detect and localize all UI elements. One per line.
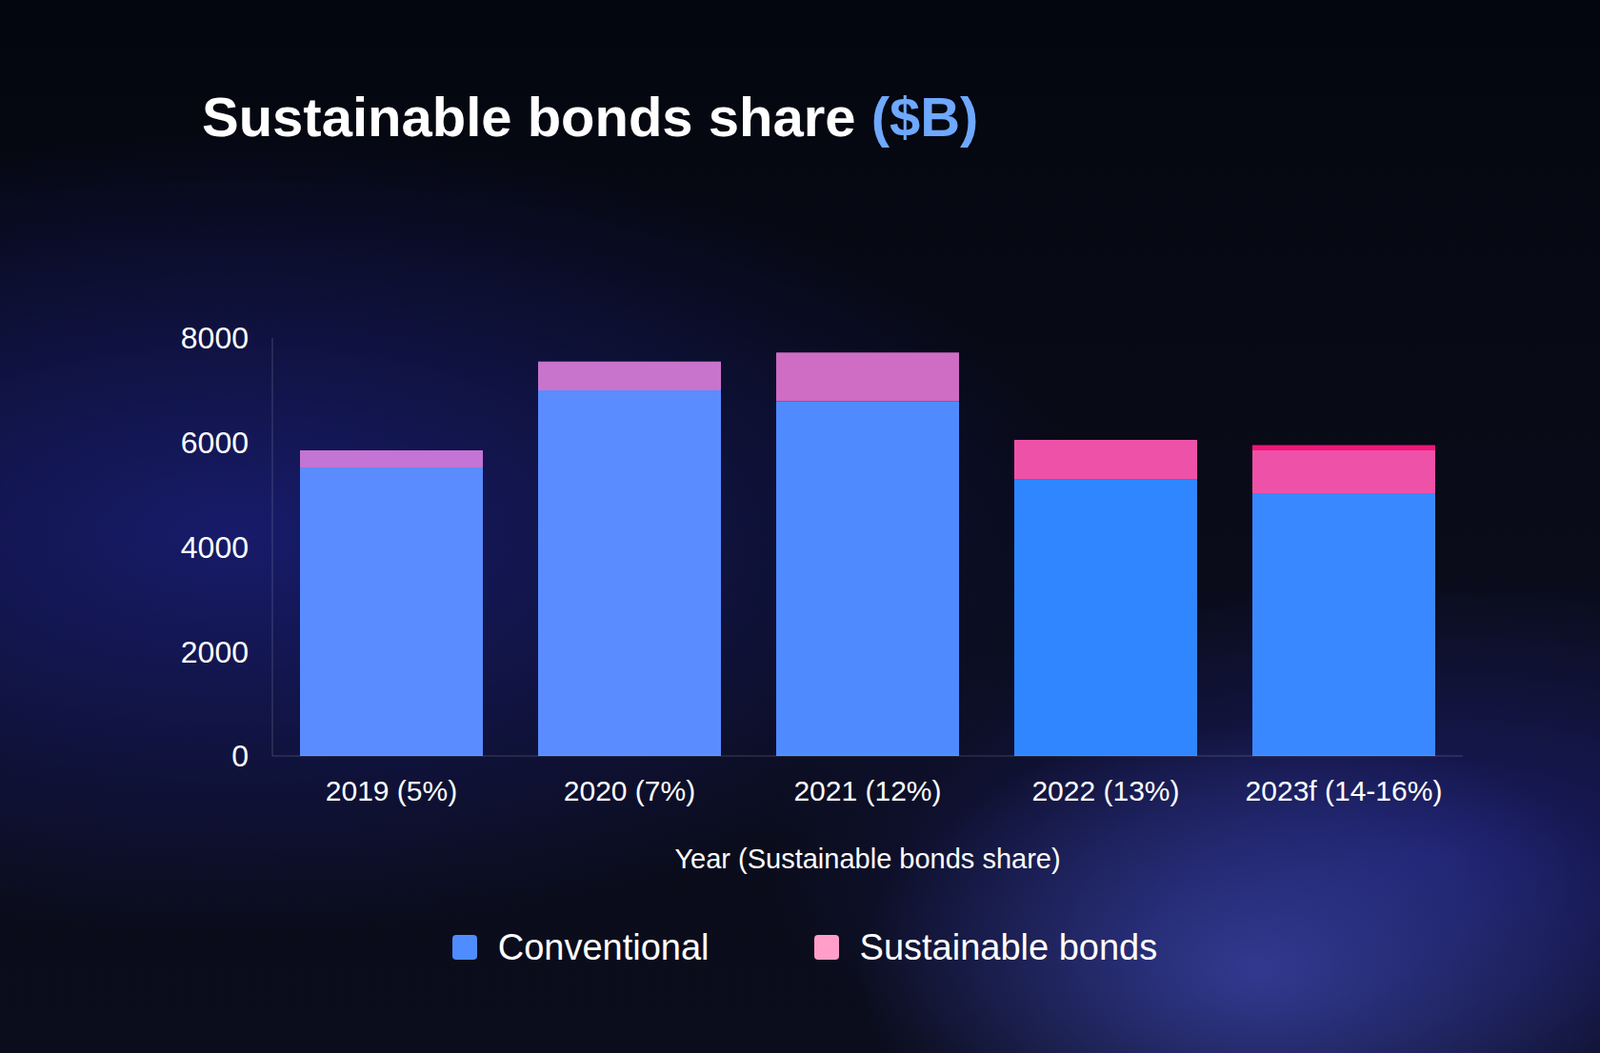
html-text:Conventional: Conventional xyxy=(497,927,710,968)
html-text:Sustainable bonds: Sustainable bonds xyxy=(859,927,1158,968)
html-text:Sustainable bonds share ($B): Sustainable bonds share ($B) xyxy=(201,85,979,148)
svg-text:2021 (12%): 2021 (12%) xyxy=(793,775,941,807)
svg-text:Year (Sustainable bonds share): Year (Sustainable bonds share) xyxy=(674,843,1060,875)
svg-text:2023f (14-16%): 2023f (14-16%) xyxy=(1245,775,1443,807)
svg-text:2020 (7%): 2020 (7%) xyxy=(563,775,696,807)
svg-text:2022 (13%): 2022 (13%) xyxy=(1031,775,1180,807)
svg-text:2000: 2000 xyxy=(180,635,249,670)
svg-text:0: 0 xyxy=(231,739,249,774)
svg-text:4000: 4000 xyxy=(180,530,249,565)
svg-text:2019 (5%): 2019 (5%) xyxy=(325,775,458,807)
svg-text:8000: 8000 xyxy=(180,320,249,356)
svg-text:6000: 6000 xyxy=(180,425,249,460)
